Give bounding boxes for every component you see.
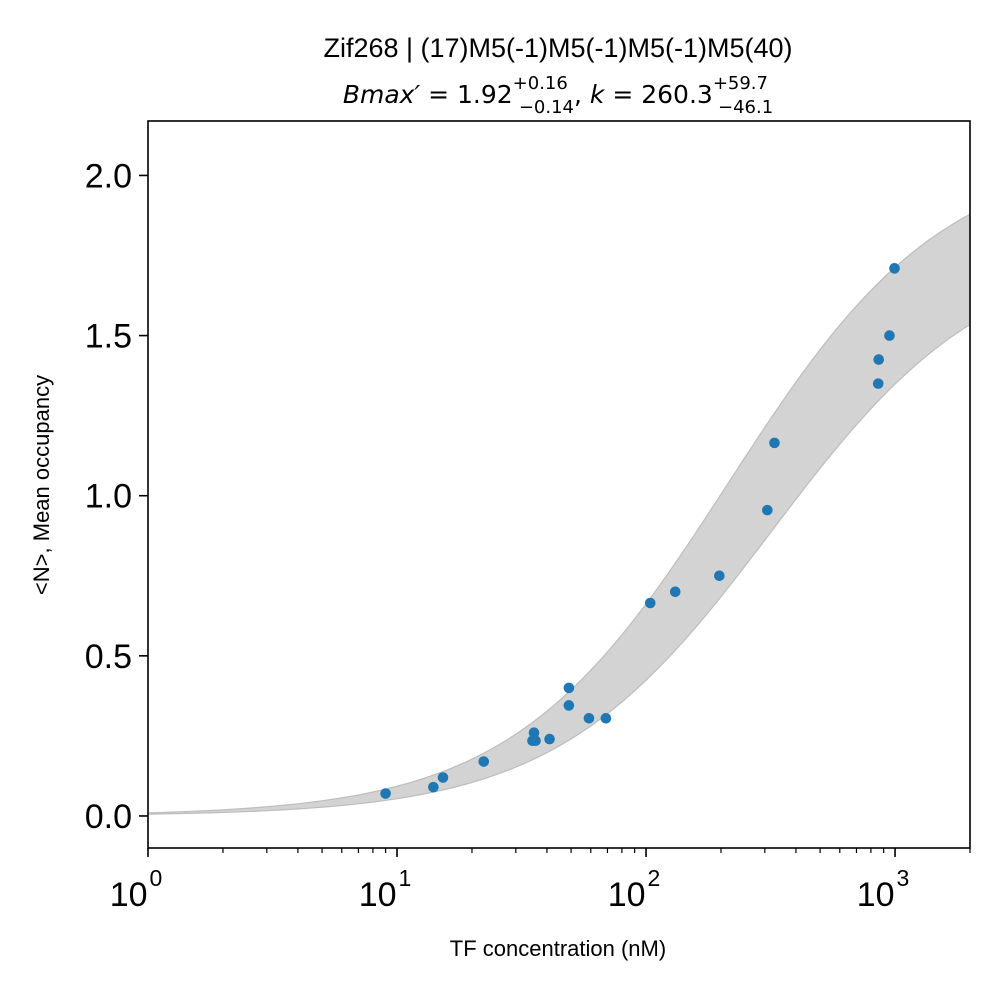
separator-comma: , (574, 80, 590, 109)
k-symbol: k (590, 80, 606, 109)
x-tick-exponent: 1 (399, 865, 412, 891)
y-tick-label: 0.0 (85, 798, 132, 836)
x-tick-label: 100 (110, 865, 163, 914)
data-point (769, 437, 780, 449)
plot-area (148, 213, 970, 815)
data-point (644, 597, 656, 609)
data-point (528, 727, 540, 738)
x-axis-label: TF concentration (nM) (450, 936, 666, 961)
x-tick-label: 101 (359, 865, 412, 914)
data-point (583, 712, 595, 724)
y-tick-label: 2.0 (85, 157, 132, 195)
x-tick-label: 103 (857, 865, 910, 914)
x-tick-exponent: 0 (150, 865, 163, 891)
data-point (437, 772, 449, 783)
x-tick-exponent: 3 (897, 865, 910, 891)
data-point (762, 504, 773, 516)
plot-frame (147, 120, 971, 849)
k-upper: +59.7 (713, 73, 768, 94)
y-tick-label: 1.0 (85, 478, 132, 516)
data-point (884, 330, 895, 341)
data-point (478, 756, 490, 767)
k-lower: −46.1 (718, 97, 773, 118)
x-tick-base: 10 (110, 876, 148, 914)
y-axis-label: <N>, Mean occupancy (29, 375, 54, 595)
equals-sign: = (420, 80, 457, 109)
x-tick-base: 10 (857, 876, 895, 914)
data-point (563, 700, 575, 711)
bmax-upper: +0.16 (513, 73, 568, 94)
x-tick-exponent: 2 (648, 865, 661, 891)
bmax-symbol: Bmax′ (343, 80, 421, 109)
data-point (600, 712, 612, 724)
data-point (714, 570, 725, 582)
data-point (380, 788, 391, 799)
x-tick-label: 102 (608, 865, 661, 914)
bmax-lower: −0.14 (519, 97, 574, 118)
fit-confidence-band (148, 213, 970, 815)
y-tick-label: 1.5 (85, 318, 132, 356)
y-tick-label: 0.5 (85, 638, 132, 676)
chart-subtitle: Bmax′ = 1.92+0.16 −0.14, k = 260.3+59.7 −4… (343, 73, 773, 118)
bmax-value: 1.92 (457, 80, 513, 109)
data-point (563, 682, 575, 694)
data-point (873, 354, 885, 365)
equals-sign: = (604, 80, 641, 109)
data-point (544, 733, 555, 745)
plot-content (148, 213, 970, 815)
data-point (872, 378, 884, 389)
data-point (669, 586, 681, 598)
x-tick-base: 10 (608, 876, 646, 914)
data-point (428, 781, 439, 793)
data-point (889, 263, 900, 274)
chart-title: Zif268 | (17)M5(-1)M5(-1)M5(-1)M5(40) (323, 33, 792, 63)
k-value: 260.3 (641, 80, 713, 109)
data-point (530, 735, 541, 747)
x-tick-base: 10 (359, 876, 397, 914)
